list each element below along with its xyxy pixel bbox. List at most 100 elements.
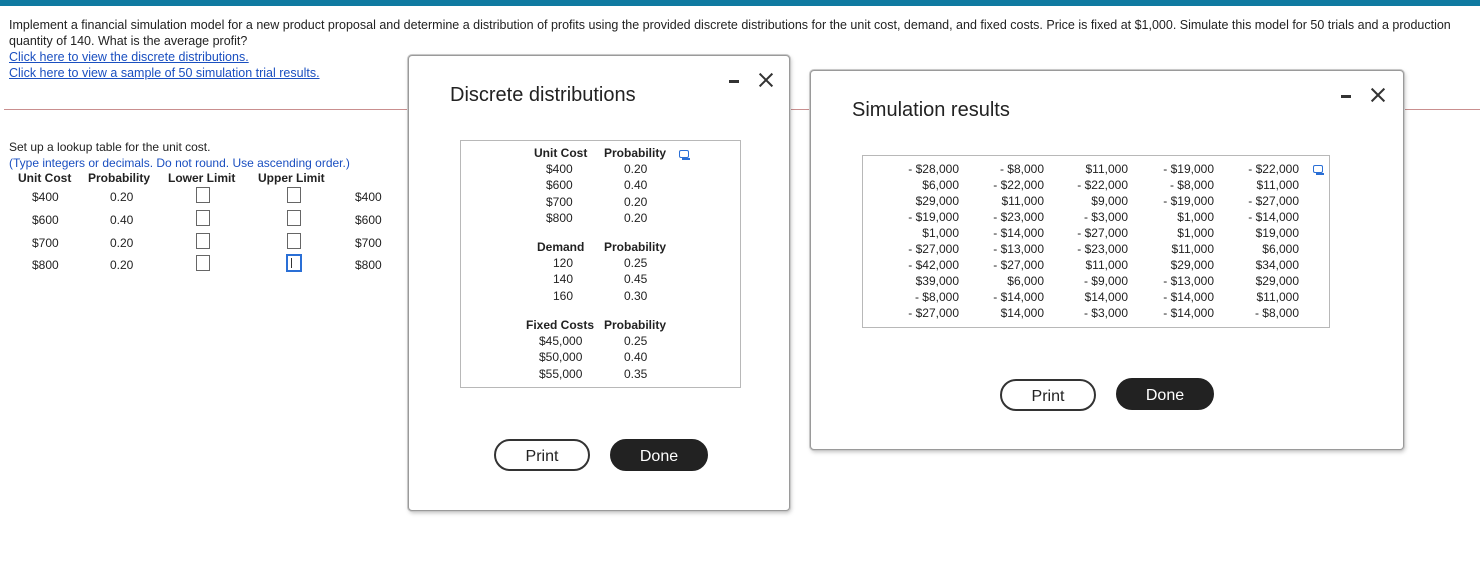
result-cell: - $8,000 (1169, 178, 1214, 192)
result-cell: - $9,000 (1083, 274, 1128, 288)
result-cell: - $14,000 (1248, 210, 1299, 224)
row2-upper-limit-input[interactable] (287, 210, 301, 226)
result-cell: - $22,000 (1077, 178, 1128, 192)
copy-icon[interactable] (1313, 165, 1324, 175)
result-cell: - $8,000 (914, 290, 959, 304)
results-column-1: - $28,000 $6,000 $29,000 - $19,000 $1,00… (887, 161, 959, 321)
demand-prob-3: 0.30 (624, 289, 648, 303)
result-cell: - $27,000 (908, 242, 959, 256)
minimize-icon[interactable] (1341, 95, 1351, 98)
result-cell: $34,000 (1255, 258, 1299, 272)
row3-value: $700 (355, 236, 382, 250)
result-cell: - $13,000 (993, 242, 1044, 256)
header-probability: Probability (88, 171, 151, 185)
result-cell: - $27,000 (1077, 226, 1128, 240)
fixed-prob-header: Probability (604, 318, 667, 332)
result-cell: $11,000 (1171, 242, 1215, 256)
question-text: Implement a financial simulation model f… (9, 18, 1451, 48)
result-cell: $6,000 (1262, 242, 1299, 256)
fixed-costs-header: Fixed Costs (526, 318, 595, 332)
dialog-title: Simulation results (852, 99, 1010, 121)
result-cell: $11,000 (1256, 290, 1300, 304)
uc-prob-1: 0.20 (624, 162, 648, 176)
result-cell: - $3,000 (1083, 306, 1128, 320)
row1-lower-limit-input[interactable] (196, 187, 210, 203)
result-cell: - $42,000 (908, 258, 959, 272)
header-upper-limit: Upper Limit (258, 171, 325, 185)
demand-value-1: 120 (553, 256, 574, 270)
results-column-5: - $22,000 $11,000 - $27,000 - $14,000 $1… (1227, 161, 1299, 321)
result-cell: $29,000 (915, 194, 959, 208)
result-cell: $6,000 (922, 178, 959, 192)
print-button[interactable]: Print (494, 439, 590, 471)
demand-prob-header: Probability (604, 240, 667, 254)
row4-probability: 0.20 (110, 258, 134, 272)
row2-lower-limit-input[interactable] (196, 210, 210, 226)
result-cell: - $23,000 (1077, 242, 1128, 256)
uc-value-4: $800 (546, 211, 573, 225)
minimize-icon[interactable] (729, 80, 739, 83)
print-button[interactable]: Print (1000, 379, 1096, 411)
row4-unit-cost: $800 (32, 258, 59, 272)
result-cell: $11,000 (1256, 178, 1300, 192)
result-cell: $19,000 (1255, 226, 1299, 240)
result-cell: - $23,000 (993, 210, 1044, 224)
result-cell: - $19,000 (908, 210, 959, 224)
result-cell: - $19,000 (1163, 194, 1214, 208)
demand-value-2: 140 (553, 272, 574, 286)
done-button[interactable]: Done (610, 439, 708, 471)
row3-lower-limit-input[interactable] (196, 233, 210, 249)
result-cell: $29,000 (1255, 274, 1299, 288)
row3-unit-cost: $700 (32, 236, 59, 250)
result-cell: - $19,000 (1163, 162, 1214, 176)
uc-prob-4: 0.20 (624, 211, 648, 225)
uc-value-2: $600 (546, 178, 573, 192)
fixed-prob-3: 0.35 (624, 367, 648, 381)
row3-probability: 0.20 (110, 236, 134, 250)
uc-prob-2: 0.40 (624, 178, 648, 192)
result-cell: - $22,000 (993, 178, 1044, 192)
distributions-panel: Unit Cost Probability $400 0.20 $600 0.4… (460, 140, 741, 388)
result-cell: - $14,000 (1163, 306, 1214, 320)
row1-unit-cost: $400 (32, 190, 59, 204)
result-cell: $14,000 (1084, 290, 1128, 304)
result-cell: $39,000 (915, 274, 959, 288)
header-unit-cost: Unit Cost (18, 171, 72, 185)
copy-icon[interactable] (679, 150, 690, 160)
row3-upper-limit-input[interactable] (287, 233, 301, 249)
row2-unit-cost: $600 (32, 213, 59, 227)
row4-upper-limit-input[interactable] (286, 254, 302, 272)
result-cell: - $14,000 (993, 226, 1044, 240)
result-cell: $1,000 (922, 226, 959, 240)
header-lower-limit: Lower Limit (168, 171, 236, 185)
results-panel: - $28,000 $6,000 $29,000 - $19,000 $1,00… (862, 155, 1330, 328)
result-cell: $11,000 (1085, 258, 1129, 272)
result-cell: - $3,000 (1083, 210, 1128, 224)
result-cell: - $14,000 (993, 290, 1044, 304)
result-cell: $1,000 (1177, 210, 1214, 224)
unit-cost-prob-header: Probability (604, 146, 667, 160)
discrete-distributions-dialog: Discrete distributions Unit Cost Probabi… (408, 55, 790, 511)
result-cell: $14,000 (1000, 306, 1044, 320)
close-icon[interactable] (1371, 88, 1385, 102)
fixed-value-3: $55,000 (539, 367, 583, 381)
setup-instructions: Set up a lookup table for the unit cost.… (9, 139, 350, 171)
close-icon[interactable] (759, 73, 773, 87)
top-accent-bar (0, 0, 1480, 6)
link-simulation-results[interactable]: Click here to view a sample of 50 simula… (9, 66, 320, 80)
uc-value-1: $400 (546, 162, 573, 176)
result-cell: - $28,000 (908, 162, 959, 176)
row4-value: $800 (355, 258, 382, 272)
uc-value-3: $700 (546, 195, 573, 209)
result-cell: - $27,000 (1248, 194, 1299, 208)
fixed-prob-2: 0.40 (624, 350, 648, 364)
row1-upper-limit-input[interactable] (287, 187, 301, 203)
demand-value-3: 160 (553, 289, 574, 303)
row4-lower-limit-input[interactable] (196, 255, 210, 271)
setup-instruction: Set up a lookup table for the unit cost. (9, 140, 211, 154)
link-discrete-distributions[interactable]: Click here to view the discrete distribu… (9, 50, 249, 64)
result-cell: - $22,000 (1248, 162, 1299, 176)
done-button[interactable]: Done (1116, 378, 1214, 410)
unit-cost-header: Unit Cost (534, 146, 588, 160)
result-cell: - $8,000 (999, 162, 1044, 176)
